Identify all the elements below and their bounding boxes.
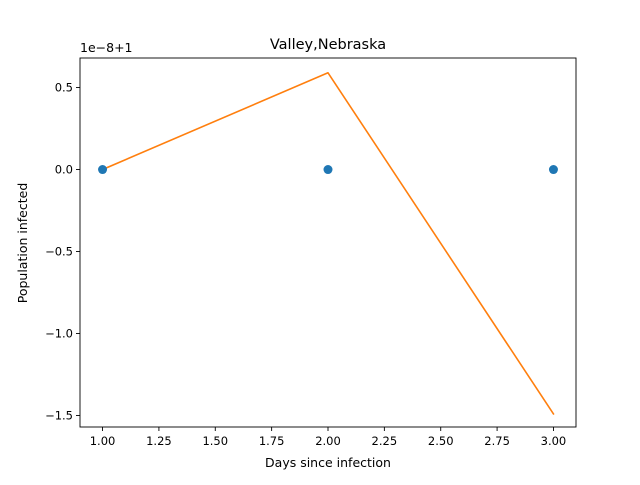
y-tick-label: −1.0 [45,327,73,341]
x-axis-label: Days since infection [265,455,391,470]
y-tick-label: 0.0 [55,163,73,177]
scatter-point [98,165,108,175]
scatter-point [323,165,333,175]
y-axis-label: Population infected [15,183,30,304]
x-tick-label: 1.50 [202,434,228,448]
x-tick-label: 2.50 [428,434,454,448]
y-axis-offset-label: 1e−8+1 [80,40,133,55]
x-tick-label: 1.75 [259,434,285,448]
x-tick-label: 3.00 [541,434,567,448]
x-tick-label: 2.75 [484,434,510,448]
chart-title: Valley,Nebraska [270,37,386,53]
y-tick-label: 0.5 [55,81,73,95]
y-tick-label: −0.5 [45,245,73,259]
series-line [101,71,555,415]
plot-area: 1.00 1.25 1.50 1.75 2.00 2.25 2.50 2.75 3.00 0.5 0… [45,57,577,448]
x-tick-label: 1.00 [90,434,116,448]
x-tick-label: 1.25 [146,434,172,448]
x-tick-label: 2.00 [315,434,341,448]
y-tick-label: −1.5 [45,409,73,423]
scatter-point [548,165,558,175]
x-tick-label: 2.25 [372,434,398,448]
